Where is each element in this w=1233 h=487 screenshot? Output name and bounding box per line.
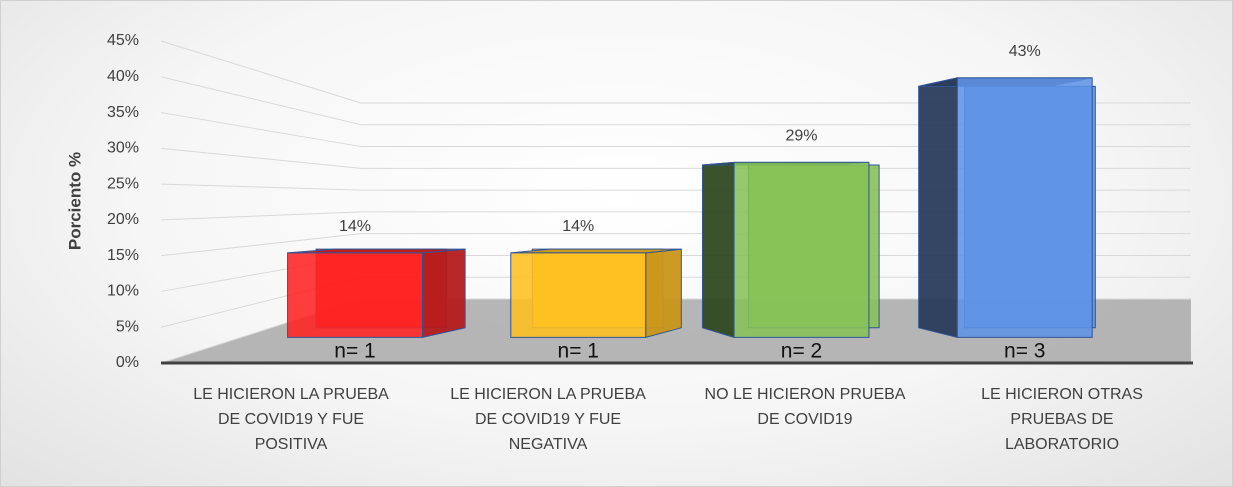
grid-line (160, 233, 1191, 257)
grid-line (160, 211, 1191, 221)
value-label: 14% (562, 218, 594, 235)
y-tick-label: 35% (107, 104, 139, 121)
x-tick-label: NO LE HICIERON PRUEBA DE COVID19 (704, 386, 906, 428)
y-tick-label: 5% (116, 318, 139, 335)
bar-left (701, 161, 735, 339)
x-tick-label: LE HICIERON LA PRUEBA DE COVID19 Y FUE N… (450, 386, 646, 453)
n-label: n= 1 (334, 340, 375, 363)
x-tick-label: LE HICIERON LA PRUEBA DE COVID19 Y FUE P… (193, 386, 389, 453)
value-label: 14% (339, 218, 371, 235)
grid-line (160, 40, 1191, 104)
n-label: n= 1 (558, 340, 599, 363)
value-label: 43% (1009, 43, 1041, 60)
y-tick-label: 25% (107, 175, 139, 192)
bar-front (733, 161, 870, 338)
grid-line (160, 76, 1191, 126)
y-tick-label: 10% (107, 283, 139, 300)
x-tick-label: LE HICIERON OTRAS PRUEBAS DE LABORATORIO (981, 386, 1143, 453)
y-tick-label: 15% (107, 247, 139, 264)
value-label: 29% (785, 128, 817, 145)
y-tick-label: 30% (107, 140, 139, 157)
grid-line (160, 147, 1191, 169)
bar-left (918, 77, 958, 339)
grid-line (160, 112, 1191, 148)
n-label: n= 3 (1004, 340, 1045, 363)
bar-front (287, 252, 423, 338)
bar-right (645, 248, 682, 339)
bar-right (421, 248, 466, 339)
y-tick-label: 20% (107, 211, 139, 228)
grid-line (160, 183, 1191, 191)
y-axis-label: Porciento % (65, 152, 84, 250)
n-label: n= 2 (781, 340, 822, 363)
y-tick-label: 40% (107, 68, 139, 85)
bar-front (956, 77, 1093, 338)
y-tick-label: 0% (116, 354, 139, 371)
y-tick-label: 45% (107, 32, 139, 49)
bar-front (510, 252, 647, 338)
